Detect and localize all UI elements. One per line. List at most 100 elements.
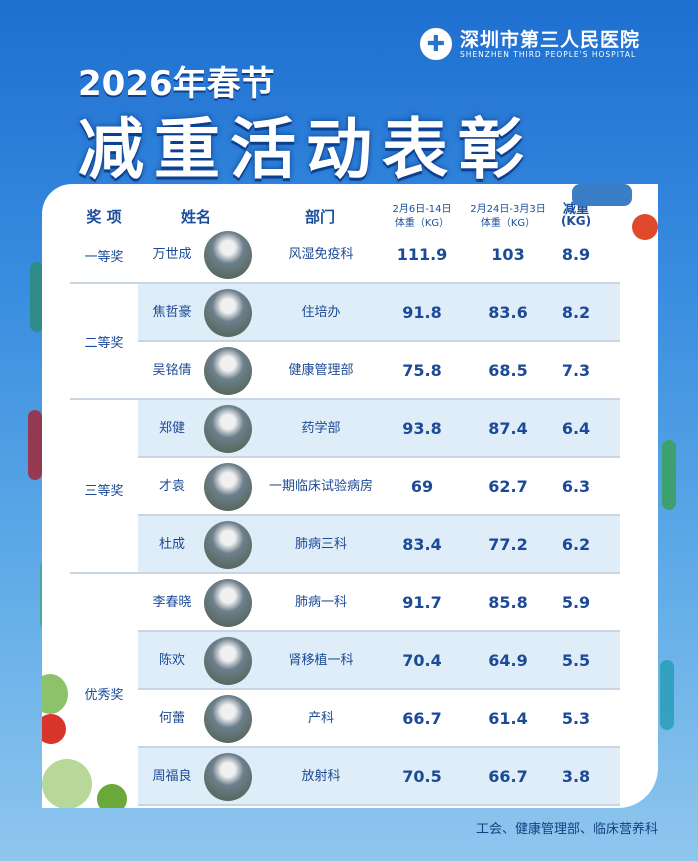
weight-after: 62.7: [488, 477, 528, 496]
person-name: 陈欢: [158, 653, 185, 668]
person-name: 郑健: [158, 421, 185, 436]
person-name: 万世成: [152, 247, 192, 262]
award-third: 三等奖: [84, 484, 124, 499]
weight-after: 77.2: [488, 535, 528, 554]
person-photo: [204, 463, 252, 511]
header-award: 奖 项: [86, 208, 122, 226]
department: 产科: [307, 711, 334, 726]
row-divider: [70, 572, 620, 574]
runner-illustration: [30, 262, 44, 332]
hospital-name-cn: 深圳市第三人民医院: [460, 28, 641, 51]
table-header: 奖 项 姓名 部门 2月6日-14日 体重（KG） 2月24日-3月3日 体重（…: [42, 184, 658, 229]
award-excellent: 优秀奖: [84, 688, 124, 703]
table-row: 万世成 风湿免疫科 111.9 103 8.9: [42, 226, 658, 284]
row-divider: [138, 688, 620, 690]
row-divider: [138, 456, 620, 458]
row-divider: [138, 514, 620, 516]
weight-after: 66.7: [488, 767, 528, 786]
header-loss-unit: (KG): [560, 214, 592, 228]
person-photo: [204, 753, 252, 801]
weight-before: 91.8: [402, 303, 442, 322]
weight-loss: 5.5: [561, 651, 591, 670]
person-photo: [204, 579, 252, 627]
person-name: 李春晓: [152, 595, 192, 610]
weight-loss: 6.4: [561, 419, 591, 438]
weight-before: 83.4: [402, 535, 442, 554]
hospital-cross-icon: ✚: [418, 26, 454, 62]
row-divider: [138, 630, 620, 632]
weight-after: 83.6: [488, 303, 528, 322]
weight-after: 64.9: [488, 651, 528, 670]
table-row: 杜成 肺病三科 83.4 77.2 6.2: [42, 516, 658, 574]
hospital-name-en: SHENZHEN THIRD PEOPLE'S HOSPITAL: [460, 49, 637, 59]
awards-panel: 奖 项 姓名 部门 2月6日-14日 体重（KG） 2月24日-3月3日 体重（…: [42, 184, 658, 808]
row-divider: [138, 804, 620, 806]
runner-illustration: [28, 410, 42, 480]
weight-before: 66.7: [402, 709, 442, 728]
row-divider: [138, 746, 620, 748]
footer-organizers: 工会、健康管理部、临床营养科: [475, 822, 658, 837]
weight-before: 69: [410, 477, 434, 496]
weight-loss: 7.3: [561, 361, 591, 380]
department: 健康管理部: [288, 363, 354, 378]
department: 肾移植一科: [288, 653, 354, 668]
weight-after: 87.4: [488, 419, 528, 438]
person-photo: [204, 521, 252, 569]
header-w1-unit: 体重（KG）: [394, 218, 450, 229]
dumbbell-illustration: [572, 184, 632, 206]
vegetable-illustration: [42, 714, 66, 744]
department: 住培办: [301, 305, 341, 320]
weight-loss: 8.2: [561, 303, 591, 322]
row-divider: [138, 340, 620, 342]
weight-after: 61.4: [488, 709, 528, 728]
weight-loss: 5.3: [561, 709, 591, 728]
hospital-logo: ✚ 深圳市第三人民医院 SHENZHEN THIRD PEOPLE'S HOSP…: [418, 26, 640, 62]
table-row: 周福良 放射科 70.5 66.7 3.8: [42, 748, 658, 806]
person-photo: [204, 637, 252, 685]
person-name: 吴铭倩: [152, 363, 192, 378]
table-row: 郑健 药学部 93.8 87.4 6.4: [42, 400, 658, 458]
runner-illustration: [660, 660, 674, 730]
weight-before: 75.8: [402, 361, 442, 380]
award-first: 一等奖: [84, 250, 124, 265]
weight-after: 103: [491, 245, 525, 264]
department: 肺病三科: [294, 537, 347, 552]
row-divider: [70, 282, 620, 284]
person-photo: [204, 231, 252, 279]
runner-illustration: [662, 440, 676, 510]
person-name: 杜成: [158, 537, 185, 552]
table-row: 李春晓 肺病一科 91.7 85.8 5.9: [42, 574, 658, 632]
award-second: 二等奖: [84, 336, 124, 351]
weight-loss: 3.8: [561, 767, 591, 786]
weight-loss: 5.9: [561, 593, 591, 612]
weight-after: 85.8: [488, 593, 528, 612]
weight-loss: 6.2: [561, 535, 591, 554]
person-photo: [204, 405, 252, 453]
title-main: 减重活动表彰: [78, 111, 534, 188]
header-w2-date: 2月24日-3月3日: [470, 204, 546, 215]
weight-after: 68.5: [488, 361, 528, 380]
table-row: 陈欢 肾移植一科 70.4 64.9 5.5: [42, 632, 658, 690]
weight-before: 70.4: [402, 651, 442, 670]
department: 肺病一科: [294, 595, 347, 610]
person-name: 何蕾: [158, 711, 185, 726]
weight-loss: 6.3: [561, 477, 591, 496]
table-row: 焦哲豪 住培办 91.8 83.6 8.2: [42, 284, 658, 342]
tomato-illustration: [632, 214, 658, 240]
title-year: 2026年春节: [78, 64, 275, 104]
person-photo: [204, 289, 252, 337]
header-w2-unit: 体重（KG）: [480, 218, 536, 229]
department: 一期临床试验病房: [268, 479, 373, 494]
table-row: 吴铭倩 健康管理部 75.8 68.5 7.3: [42, 342, 658, 400]
department: 风湿免疫科: [288, 247, 354, 262]
table-row: 何蕾 产科 66.7 61.4 5.3: [42, 690, 658, 748]
header-dept: 部门: [304, 208, 335, 226]
person-name: 才袁: [158, 479, 185, 494]
weight-before: 111.9: [396, 245, 448, 264]
weight-before: 91.7: [402, 593, 442, 612]
weight-before: 70.5: [402, 767, 442, 786]
department: 放射科: [301, 769, 341, 784]
row-divider: [70, 398, 620, 400]
person-photo: [204, 695, 252, 743]
department: 药学部: [301, 421, 341, 436]
